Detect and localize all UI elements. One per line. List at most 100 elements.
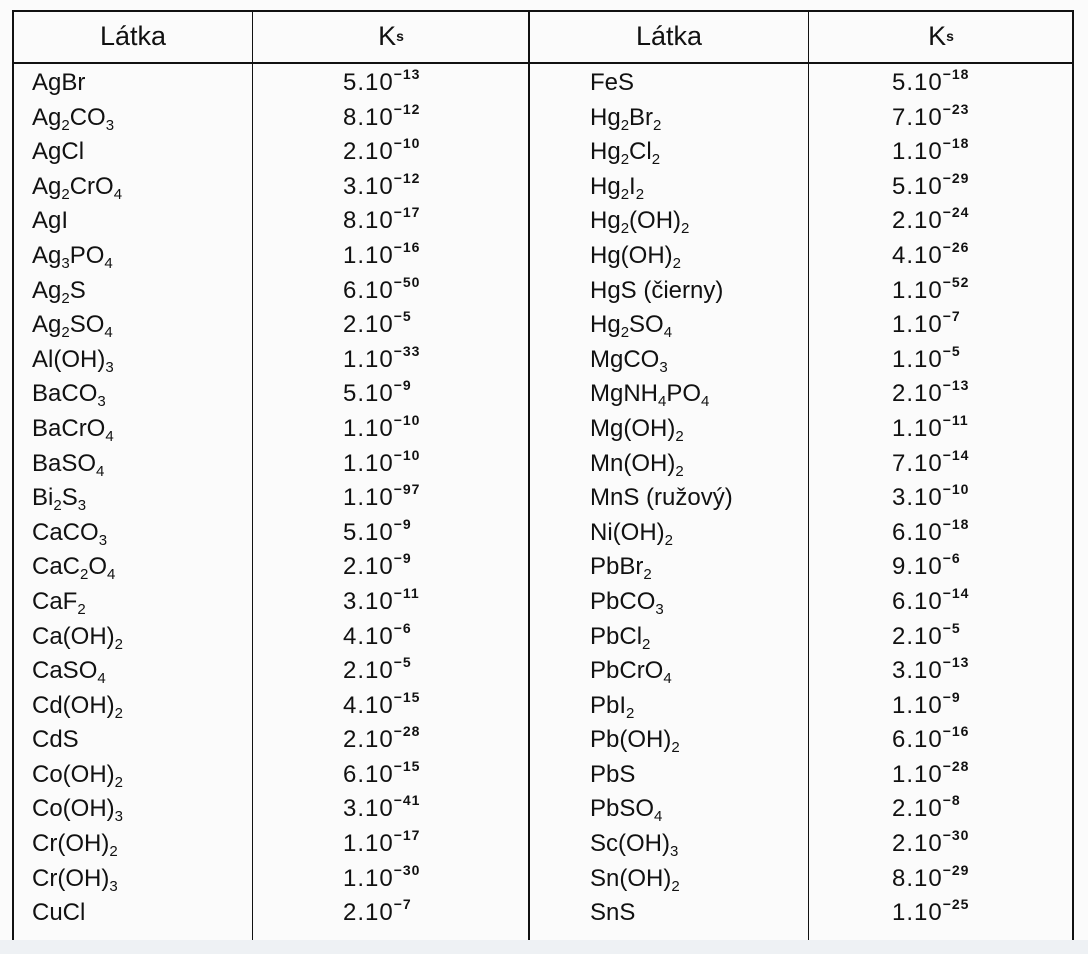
left-substance-cell: Al(OH)3	[32, 343, 123, 378]
formula-subscript: 4	[97, 670, 106, 688]
left-ks-cell: 6.10−15	[343, 758, 420, 793]
ks-exponent: −18	[942, 515, 970, 532]
ks-exponent: −7	[393, 896, 412, 913]
formula-part: Sc(OH)	[590, 830, 670, 858]
ks-exponent: −8	[942, 792, 961, 809]
ks-mantissa: 2.10	[343, 311, 394, 339]
formula-subscript: 2	[643, 566, 652, 584]
formula-part: Mn(OH)	[590, 449, 676, 477]
formula-part: CaSO	[32, 657, 98, 685]
formula-part: PbS	[590, 760, 636, 788]
left-substance-cell: Co(OH)3	[32, 792, 123, 827]
formula-subscript: 4	[663, 324, 673, 342]
formula-part: Hg(OH)	[590, 241, 673, 269]
formula-part: CrO	[69, 172, 114, 200]
left-substance-cell: Cd(OH)2	[32, 689, 123, 724]
right-ks-cell: 1.10−52	[892, 274, 969, 309]
formula-part: CdS	[32, 726, 79, 754]
left-substance-cell: AgBr	[32, 66, 123, 101]
right-substance-cell: PbSO4	[590, 792, 733, 827]
left-substance-cell: Cr(OH)2	[32, 827, 123, 862]
formula-subscript: 3	[105, 116, 115, 134]
right-substance-cell: SnS	[590, 896, 733, 931]
ks-exponent: −6	[942, 550, 961, 567]
left-ks-cell: 4.10−15	[343, 689, 420, 724]
left-substance-cell: BaSO4	[32, 447, 123, 482]
formula-subscript: 2	[61, 289, 70, 307]
formula-part: O	[88, 553, 108, 581]
formula-part: Hg	[590, 207, 621, 235]
right-substance-cell: Hg2(OH)2	[590, 204, 733, 239]
formula-part: Hg	[590, 138, 621, 166]
formula-subscript: 2	[642, 635, 651, 653]
right-substance-cell: PbCO3	[590, 585, 733, 620]
ks-mantissa: 1.10	[343, 241, 394, 269]
formula-subscript: 4	[104, 324, 113, 342]
left-substance-cell: AgI	[32, 204, 123, 239]
ks-mantissa: 7.10	[892, 449, 943, 477]
left-ks-cell: 1.10−10	[343, 412, 420, 447]
right-substance-cell: MgNH4PO4	[590, 377, 733, 412]
left-ks-cell: 1.10−16	[343, 239, 420, 274]
ks-exponent: −16	[942, 723, 970, 740]
left-ks-cell: 6.10−50	[343, 274, 420, 309]
ks-mantissa: 5.10	[343, 518, 394, 546]
formula-part: PbBr	[590, 553, 644, 581]
left-ks-cell: 1.10−33	[343, 343, 420, 378]
ks-mantissa: 3.10	[343, 587, 394, 615]
formula-part: BaCrO	[32, 414, 106, 442]
left-substance-cell: AgCl	[32, 135, 123, 170]
right-ks-cell: 7.10−23	[892, 101, 969, 136]
ks-exponent: −26	[942, 238, 970, 255]
formula-subscript: 2	[620, 324, 630, 342]
left-ks-cell: 8.10−17	[343, 204, 420, 239]
right-ks-cell: 6.10−14	[892, 585, 969, 620]
ks-exponent: −10	[942, 481, 970, 498]
formula-subscript: 2	[61, 116, 70, 134]
ks-mantissa: 5.10	[892, 172, 943, 200]
formula-part: MnS (ružový)	[590, 484, 733, 512]
formula-subscript: 2	[671, 877, 680, 895]
left-ks-cell: 2.10−9	[343, 550, 420, 585]
formula-part: MgNH	[590, 380, 659, 408]
ks-mantissa: 2.10	[343, 726, 394, 754]
formula-subscript: 2	[675, 427, 684, 445]
left-ks-cell: 1.10−97	[343, 481, 420, 516]
formula-part: Sn(OH)	[590, 864, 672, 892]
left-substance-cell: Co(OH)2	[32, 758, 123, 793]
left-substance-cell: BaCrO4	[32, 412, 123, 447]
left-substance-cell: Bi2S3	[32, 481, 123, 516]
left-ks-cell: 5.10−9	[343, 377, 420, 412]
ks-mantissa: 1.10	[343, 484, 394, 512]
ks-exponent: −12	[393, 169, 421, 186]
ks-exponent: −10	[393, 411, 421, 428]
formula-subscript: 2	[620, 220, 630, 238]
ks-mantissa: 8.10	[343, 207, 394, 235]
formula-subscript: 2	[77, 600, 86, 618]
right-substance-cell: Pb(OH)2	[590, 723, 733, 758]
right-ks-cell: 2.10−24	[892, 204, 969, 239]
ks-mantissa: 5.10	[892, 69, 943, 96]
formula-subscript: 2	[53, 497, 62, 515]
left-ks-cell: 1.10−30	[343, 862, 420, 897]
right-ks-cell: 2.10−5	[892, 620, 969, 655]
right-ks-cell: 7.10−14	[892, 447, 969, 482]
ks-exponent: −29	[942, 169, 970, 186]
formula-part: Ag	[32, 103, 62, 131]
formula-subscript: 2	[671, 739, 680, 757]
ks-mantissa: 2.10	[892, 207, 943, 235]
left-substance-cell: Ag2S	[32, 274, 123, 309]
right-ks-cell: 9.10−6	[892, 550, 969, 585]
ks-mantissa: 1.10	[892, 138, 943, 166]
left-substance-column: AgBr Ag2CO3 AgCl Ag2CrO4 AgI Ag3PO4 Ag2S Ag2SO4…	[32, 66, 123, 931]
formula-subscript: 4	[701, 393, 710, 411]
ks-exponent: −9	[942, 688, 961, 705]
formula-part: Cr(OH)	[32, 864, 110, 892]
ks-mantissa: 2.10	[343, 553, 394, 581]
ks-mantissa: 6.10	[892, 518, 943, 546]
right-ks-cell: 1.10−9	[892, 689, 969, 724]
right-ks-cell: 2.10−8	[892, 792, 969, 827]
right-ks-cell: 5.10−18	[892, 66, 969, 101]
ks-exponent: −14	[942, 584, 970, 601]
